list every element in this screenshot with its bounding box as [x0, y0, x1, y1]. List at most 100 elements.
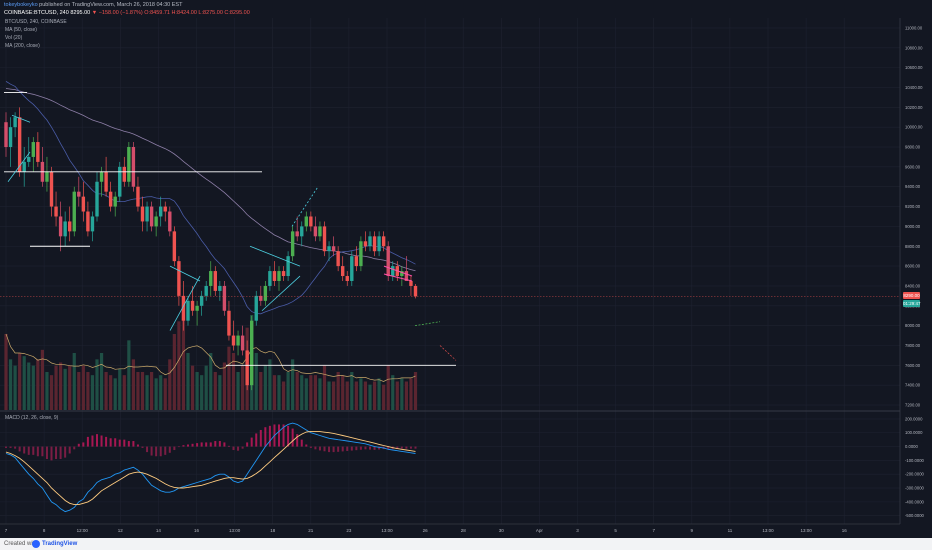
volume-bar [95, 359, 99, 410]
trend-line [249, 245, 301, 267]
macd-legend[interactable]: MACD (12, 26, close, 9) [5, 415, 59, 421]
price-tick-label: 8000.00 [905, 323, 921, 328]
candle [409, 276, 413, 296]
volume-bar [386, 365, 390, 410]
candle [300, 221, 304, 247]
time-tick-label: 13:00 [381, 528, 393, 533]
macd-histogram-bar [187, 444, 189, 447]
volume-bar [154, 378, 158, 410]
price-change: ▼ −158.00 (−1.87%) [91, 10, 143, 16]
candle [322, 221, 327, 257]
volume-bar [304, 378, 308, 410]
macd-histogram-bar [314, 446, 317, 450]
volume-bar [40, 349, 44, 410]
chart-grid [0, 18, 900, 524]
volume-bar [145, 375, 149, 410]
macd-histogram-bar [146, 446, 149, 453]
macd-histogram-bar [5, 446, 7, 448]
volume-bars [4, 315, 418, 410]
macd-histogram-bar [264, 427, 267, 447]
created-with-label: Created with [4, 541, 38, 547]
tradingview-brand[interactable]: TradingView [42, 541, 78, 547]
volume-bar [354, 381, 358, 410]
price-tick-label: 9200.00 [905, 204, 921, 209]
candle [4, 112, 8, 157]
pink-pattern [383, 265, 413, 277]
macd-histogram-bar [214, 441, 217, 447]
macd-histogram-bar [32, 446, 35, 455]
last-price: 8295.00 [70, 10, 91, 16]
ma50-legend[interactable]: MA (50, close) [5, 27, 37, 33]
macd-histogram-bar [200, 442, 203, 447]
candle [159, 196, 163, 227]
macd-histogram-bar [227, 445, 230, 447]
macd-tick-label: -500.0000 [905, 513, 925, 518]
publisher-user[interactable]: tokeybokeyko [4, 2, 38, 8]
candle [190, 285, 195, 316]
volume-bar [68, 365, 72, 410]
candle [195, 300, 199, 326]
macd-histogram-bar [136, 444, 139, 447]
volume-bar [122, 375, 126, 410]
candle [27, 137, 31, 167]
time-tick-label: 26 [423, 528, 429, 533]
candle [304, 211, 308, 232]
price-tick-label: 8400.00 [905, 283, 921, 288]
candle [131, 142, 136, 192]
candle [259, 285, 263, 306]
time-tick-label: 16 [842, 528, 848, 533]
time-tick-label: 12:00 [77, 528, 89, 533]
time-tick-label: 14 [156, 528, 162, 533]
macd-histogram-bar [409, 446, 412, 449]
volume-bar [404, 381, 408, 410]
volume-bar [377, 378, 381, 410]
volume-bar [4, 334, 8, 410]
macd-histogram-bar [282, 424, 285, 447]
volume-bar [313, 375, 317, 410]
volume-bar [118, 368, 122, 410]
symbol: COINBASE:BTCUSD, 240 [4, 10, 69, 16]
signal-line [5, 430, 416, 506]
candle [199, 290, 204, 316]
trend-drawings[interactable] [4, 91, 457, 366]
macd-histogram-bar [369, 446, 371, 450]
volume-bar [309, 375, 313, 410]
ma200-legend[interactable]: MA (200, close) [5, 43, 40, 49]
macd-histogram-bar [150, 446, 153, 456]
volume-bar [236, 372, 240, 410]
macd-histogram-bar [259, 429, 262, 447]
volume-bar [327, 381, 331, 410]
candle [145, 201, 149, 232]
macd-histogram-bar [191, 443, 194, 447]
tradingview-logo-icon[interactable] [32, 540, 40, 548]
candle [222, 280, 227, 316]
candle [354, 246, 359, 272]
publisher-line: tokeybokeyko published on TradingView.co… [4, 2, 182, 8]
candle [17, 107, 22, 177]
candle [290, 226, 295, 262]
volume-bar [131, 359, 135, 410]
trend-line [169, 265, 201, 282]
volume-legend[interactable]: Vol (20) [5, 35, 23, 41]
macd-histogram-bar [232, 446, 235, 451]
volume-bar [150, 372, 154, 410]
candle [386, 241, 390, 281]
candle [140, 196, 145, 232]
candle [49, 166, 54, 217]
macd-histogram-bar [246, 442, 249, 447]
price-tick-label: 7400.00 [905, 383, 921, 388]
macd-histogram-bar [105, 436, 108, 447]
candle [413, 283, 418, 299]
candle [163, 201, 167, 222]
macd-histogram-bar [168, 446, 171, 453]
price-tick-label: 7800.00 [905, 343, 921, 348]
macd-histogram-bar [141, 446, 144, 448]
volume-bar [204, 365, 208, 410]
macd-histogram-bar [177, 446, 180, 448]
macd-histogram-bar [91, 435, 94, 447]
candle [272, 261, 277, 286]
volume-bar [395, 381, 399, 410]
macd-histogram-bar [300, 439, 303, 447]
macd-histogram-bar [291, 428, 294, 447]
